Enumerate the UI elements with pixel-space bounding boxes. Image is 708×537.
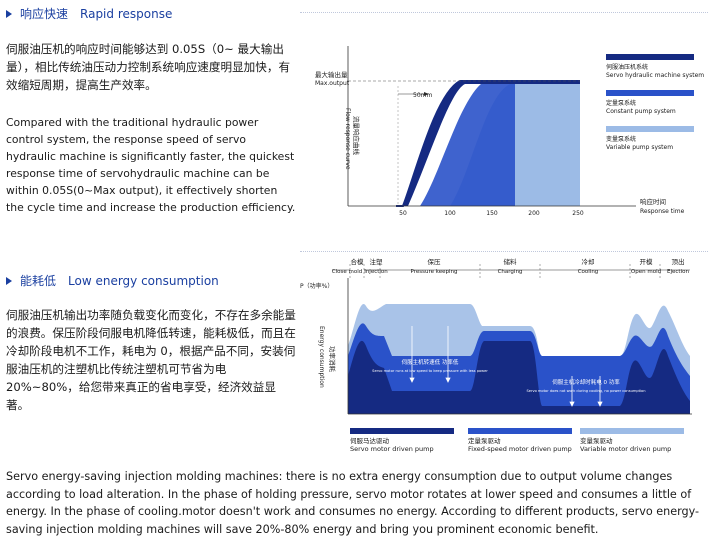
phase-label-charging-cn: 储料 — [504, 257, 518, 266]
phase-label-cooling-en: Cooling — [578, 269, 599, 275]
phase-label-charging-en: Charging — [498, 269, 523, 275]
legend-item-fixed-driven: 定量泵驱动 Fixed-speed motor driven pump — [468, 428, 572, 453]
legend-label-en: Fixed-speed motor driven pump — [468, 445, 572, 453]
legend-label-en: Variable pump system — [606, 144, 674, 151]
legend-label-en: Constant pump system — [606, 108, 676, 115]
phase-labels: 合模 Close mold 注塑 Injection 保压 Pressure k… — [332, 257, 690, 275]
phase-label-open-mold-cn: 开模 — [640, 257, 654, 266]
phase-label-open-mold-en: Open mold — [631, 269, 661, 275]
annotation-arrow — [424, 92, 429, 96]
low-energy-paragraph-cn: 伺服油压机输出功率随负载变化而变化，不存在多余能量的浪费。保压阶段伺服电机降低转… — [6, 308, 296, 412]
dotted-divider — [300, 12, 708, 13]
phase-label-close-mold-en: Close mold — [332, 269, 362, 275]
legend-label-en: Servo hydraulic machine system — [606, 72, 705, 79]
max-output-label-en: Max.output — [315, 80, 350, 87]
legend-label-cn: 伺服油压机系统 — [606, 64, 649, 71]
section-low-energy-header: 能耗低 Low energy consumption — [6, 272, 219, 289]
x-label-cn: 响应时间 — [640, 197, 666, 206]
legend-item-servo-driven: 伺服马达驱动 Servo motor driven pump — [350, 428, 454, 453]
dotted-divider — [300, 251, 708, 252]
phase-label-pressure-cn: 保压 — [428, 257, 442, 266]
legend-item-servo: 伺服油压机系统 Servo hydraulic machine system — [606, 54, 706, 80]
legend-swatch-variable — [580, 428, 684, 434]
servo-energy-area — [348, 340, 690, 414]
flow-response-legend: 伺服油压机系统 Servo hydraulic machine system 定… — [606, 54, 706, 162]
x-tick-100: 100 — [444, 210, 456, 217]
y-axis-title-cn: 流量响应曲线 — [352, 116, 361, 156]
legend-label-cn: 定量泵驱动 — [468, 437, 501, 445]
legend-item-variable: 变量泵系统 Variable pump system — [606, 126, 706, 152]
y-axis-title-en: Flow response curve — [344, 108, 351, 170]
phase-label-injection-cn: 注塑 — [370, 257, 384, 266]
legend-label-cn: 定量泵系统 — [606, 100, 637, 107]
saving-note-1-cn: 伺服主机转速低 功率低 — [402, 358, 459, 366]
section-title-en: Low energy consumption — [68, 273, 219, 288]
max-output-label-cn: 最大输出量 — [315, 70, 348, 79]
servo-area — [396, 81, 580, 206]
phase-label-cooling-cn: 冷却 — [582, 257, 595, 266]
x-tick-labels: 50 100 150 200 250 — [399, 210, 584, 217]
saving-note-2-cn: 伺服主机冷却时耗电 0 功率 — [552, 378, 620, 386]
legend-swatch-servo — [606, 54, 694, 60]
legend-item-variable-driven: 变量泵驱动 Variable motor driven pump — [580, 428, 684, 453]
flow-response-chart: 50mm 50 100 150 200 250 最大输出量 Max.output… — [300, 26, 708, 226]
triangle-bullet-icon — [6, 276, 12, 285]
section-title-cn: 能耗低 — [20, 274, 57, 288]
x-tick-150: 150 — [486, 210, 498, 217]
rapid-response-paragraph-cn: 伺服油压机的响应时间能够达到 0.05S（0~ 最大输出量），相比传统油压动力控… — [6, 42, 291, 92]
saving-arrows — [409, 326, 603, 407]
x-label-en: Response time — [640, 208, 685, 215]
saving-note-2-en: Servo motor does not work during cooling… — [526, 389, 645, 393]
section-title-cn: 响应快速 — [20, 7, 69, 21]
y-axis-label: P（功率%） — [300, 282, 333, 290]
legend-label-cn: 变量泵系统 — [606, 136, 637, 143]
constant-pump-area — [396, 81, 515, 206]
triangle-bullet-icon — [6, 9, 12, 18]
x-tick-200: 200 — [528, 210, 540, 217]
legend-label-cn: 变量泵驱动 — [580, 437, 613, 445]
phase-label-ejection-en: Ejection — [667, 269, 689, 275]
phase-label-ejection-cn: 顶出 — [672, 257, 685, 266]
legend-swatch-servo — [350, 428, 454, 434]
energy-consumption-chart: 合模 Close mold 注塑 Injection 保压 Pressure k… — [300, 256, 708, 464]
y-axis-title-cn: 功率消耗 — [328, 346, 337, 373]
phase-label-close-mold-cn: 合模 — [351, 257, 365, 266]
legend-swatch-constant — [606, 90, 694, 96]
legend-swatch-variable — [606, 126, 694, 132]
legend-label-en: Servo motor driven pump — [350, 445, 434, 453]
legend-label-en: Variable motor driven pump — [580, 445, 672, 453]
x-tick-250: 250 — [572, 210, 584, 217]
legend-label-cn: 伺服马达驱动 — [350, 437, 389, 445]
section-title-en: Rapid response — [80, 6, 173, 21]
saving-note-1-en: Servo motor runs at low speed to keep pr… — [372, 369, 488, 373]
legend-swatch-fixed — [468, 428, 572, 434]
energy-saving-paragraph-en: Servo energy-saving injection molding ma… — [6, 470, 700, 536]
phase-label-injection-en: Injection — [364, 269, 388, 275]
phase-label-pressure-en: Pressure keeping — [411, 269, 458, 275]
section-rapid-response-header: 响应快速 Rapid response — [6, 5, 172, 22]
servo-curve — [396, 80, 580, 207]
annotation-label: 50mm — [413, 92, 432, 99]
y-axis-title-en: Energy consumption — [318, 326, 325, 388]
legend-item-constant: 定量泵系统 Constant pump system — [606, 90, 706, 116]
x-tick-50: 50 — [399, 210, 407, 217]
rapid-response-paragraph-en: Compared with the traditional hydraulic … — [6, 116, 296, 214]
